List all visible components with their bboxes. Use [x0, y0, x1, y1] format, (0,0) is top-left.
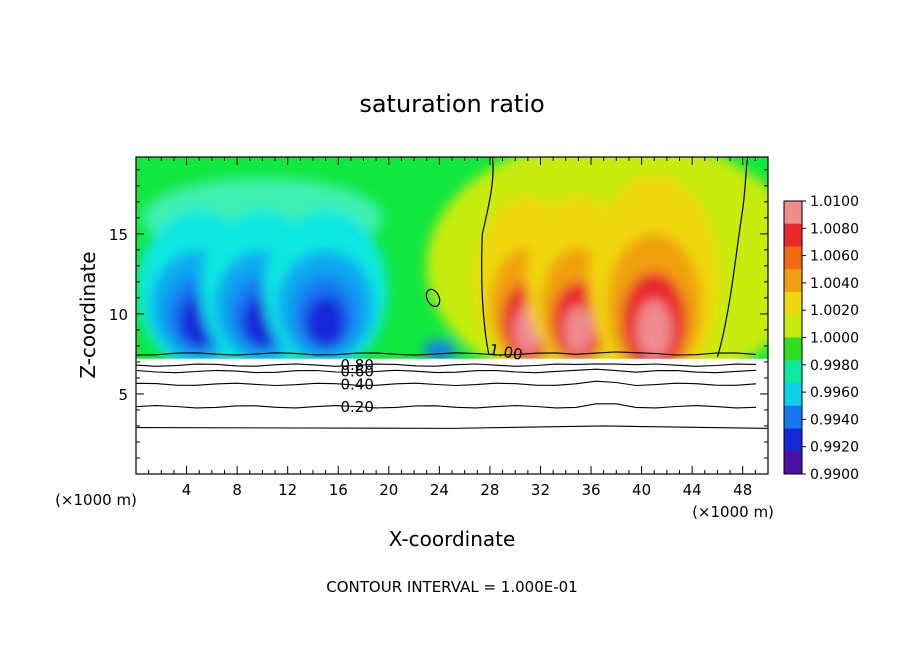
colorbar-swatch	[784, 292, 802, 316]
y-tick-label: 15	[109, 226, 128, 244]
colorbar-swatch	[784, 201, 802, 225]
colorbar-swatch	[784, 405, 802, 429]
x-tick-label: 28	[480, 481, 499, 499]
colorbar-label: 1.0000	[810, 331, 859, 347]
colorbar-swatch	[784, 269, 802, 293]
colorbar: 1.0100 1.0080 1.0060 1.0040 1.0020 1.0000 0.99…	[783, 194, 859, 483]
colorbar-label: 1.0080	[810, 221, 859, 237]
x-tick-label: 16	[329, 481, 348, 499]
x-tick-label: 44	[683, 481, 702, 499]
contour-label: 0.80	[340, 356, 373, 374]
colorbar-swatch	[784, 383, 802, 407]
x-tick-label: 8	[232, 481, 242, 499]
contour-interval-note: CONTOUR INTERVAL = 1.000E-01	[326, 578, 577, 596]
y-axis-label: Z-coordinate	[76, 251, 100, 378]
colorbar-label: 1.0020	[810, 303, 859, 319]
x-axis-label: X-coordinate	[389, 527, 516, 551]
colorbar-swatch	[784, 428, 802, 452]
contour-label: 0.20	[340, 398, 373, 416]
y-tick-label: 5	[118, 386, 128, 404]
colorbar-label: 0.9920	[810, 440, 859, 456]
dry-cell	[423, 340, 456, 361]
colorbar-label: 0.9980	[810, 358, 859, 374]
colorbar-swatch	[784, 314, 802, 338]
moist-cell	[589, 175, 720, 389]
contour-label: 0.40	[340, 375, 373, 393]
colorbar-swatch	[784, 451, 802, 475]
colorbar-swatch	[784, 246, 802, 270]
dry-cell	[263, 209, 388, 370]
contour-label: 0.60	[340, 363, 373, 381]
x-tick-label: 40	[632, 481, 651, 499]
contour-line	[135, 351, 757, 356]
y-tick-label: 10	[109, 306, 128, 324]
x-tick-label: 24	[430, 481, 449, 499]
colorbar-swatch	[784, 337, 802, 361]
contour-lines: 0.20 0.400.600.80 1.00	[135, 156, 769, 429]
plot-area	[136, 157, 768, 474]
contour-line	[135, 363, 757, 367]
x-tick-label: 4	[182, 481, 192, 499]
contour-line	[135, 380, 757, 387]
contour-line	[135, 368, 757, 374]
colorbar-label: 1.0060	[810, 249, 859, 265]
contour-line	[425, 288, 441, 308]
contour-line	[135, 403, 757, 409]
x-unit-left: (×1000 m)	[55, 491, 137, 509]
colorbar-label: 0.9900	[810, 467, 859, 483]
colorbar-label: 1.0100	[810, 194, 859, 210]
x-tick-label: 20	[379, 481, 398, 499]
colorbar-swatch	[784, 360, 802, 384]
saturation-field	[136, 157, 768, 474]
x-tick-label: 12	[278, 481, 297, 499]
contour-line	[481, 156, 494, 355]
x-unit-right: (×1000 m)	[692, 503, 774, 521]
colorbar-swatch	[784, 223, 802, 247]
contour-label: 1.00	[488, 340, 524, 364]
contour-line	[135, 425, 769, 429]
colorbar-label: 0.9940	[810, 412, 859, 428]
contour-line	[716, 156, 749, 358]
colorbar-label: 1.0040	[810, 276, 859, 292]
unsaturated-layer	[136, 358, 768, 474]
chart-title: saturation ratio	[359, 90, 544, 118]
colorbar-label: 0.9960	[810, 385, 859, 401]
x-tick-label: 32	[531, 481, 550, 499]
x-tick-label: 36	[581, 481, 600, 499]
x-tick-label: 48	[733, 481, 752, 499]
